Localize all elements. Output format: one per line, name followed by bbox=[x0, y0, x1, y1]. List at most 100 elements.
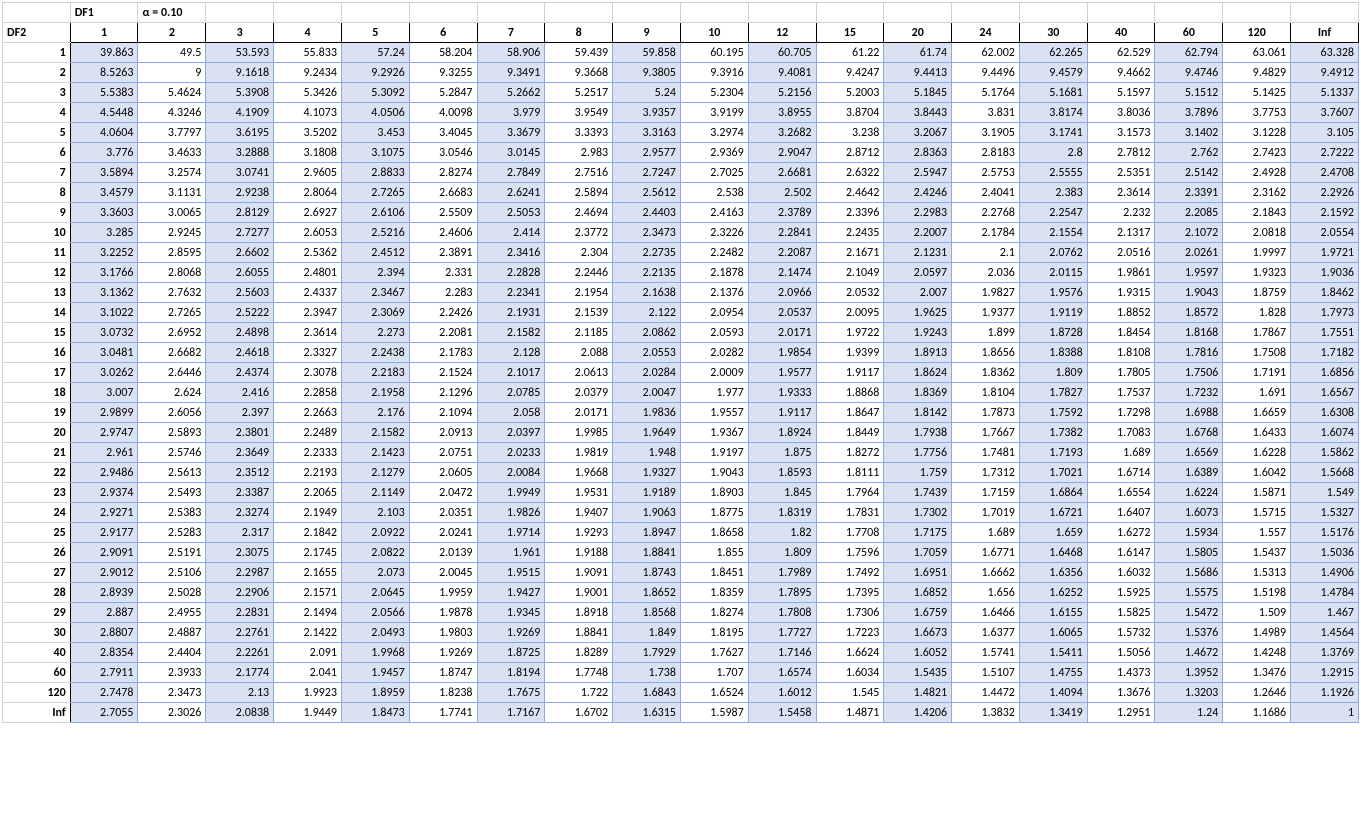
data-cell: 2.0913 bbox=[409, 423, 477, 443]
data-cell: 2.7055 bbox=[70, 703, 138, 723]
data-cell: 1.8652 bbox=[613, 583, 681, 603]
data-cell: 2.9091 bbox=[70, 543, 138, 563]
data-cell: 2.1958 bbox=[341, 383, 409, 403]
data-cell: 2.7265 bbox=[138, 303, 206, 323]
data-cell: 1.4373 bbox=[1087, 663, 1155, 683]
data-cell: 2.2841 bbox=[748, 223, 816, 243]
data-cell: 1.3952 bbox=[1155, 663, 1223, 683]
data-cell: 1.8759 bbox=[1223, 283, 1291, 303]
data-cell: 2.6241 bbox=[477, 183, 545, 203]
data-cell: 2.2735 bbox=[613, 243, 681, 263]
data-cell: 1.6988 bbox=[1155, 403, 1223, 423]
data-cell: 2.7812 bbox=[1087, 143, 1155, 163]
data-cell: 2.1231 bbox=[884, 243, 952, 263]
data-cell: 1.6052 bbox=[884, 643, 952, 663]
data-cell: 1.9721 bbox=[1291, 243, 1359, 263]
data-cell: 1.6155 bbox=[1019, 603, 1087, 623]
data-cell: 1.7816 bbox=[1155, 343, 1223, 363]
data-cell: 2.8363 bbox=[884, 143, 952, 163]
data-cell: 1.8168 bbox=[1155, 323, 1223, 343]
data-cell: 61.74 bbox=[884, 43, 952, 63]
row-header: 30 bbox=[3, 623, 71, 643]
row-header: 60 bbox=[3, 663, 71, 683]
data-cell: 3.1808 bbox=[274, 143, 342, 163]
data-cell: 1.9457 bbox=[341, 663, 409, 683]
col-header: 5 bbox=[341, 23, 409, 43]
data-cell: 2.9577 bbox=[613, 143, 681, 163]
data-cell: 2.3075 bbox=[206, 543, 274, 563]
data-cell: 2.9605 bbox=[274, 163, 342, 183]
data-cell: 3.3679 bbox=[477, 123, 545, 143]
data-cell: 3.1573 bbox=[1087, 123, 1155, 143]
row-header: 27 bbox=[3, 563, 71, 583]
data-cell: 2.5216 bbox=[341, 223, 409, 243]
row-header: 14 bbox=[3, 303, 71, 323]
data-cell: 2.2906 bbox=[206, 583, 274, 603]
data-cell: 1.9826 bbox=[477, 503, 545, 523]
data-cell: 62.794 bbox=[1155, 43, 1223, 63]
data-cell: 5.1512 bbox=[1155, 83, 1223, 103]
data-cell: 1.6771 bbox=[952, 543, 1020, 563]
data-cell: 2.7911 bbox=[70, 663, 138, 683]
data-cell: 1.977 bbox=[680, 383, 748, 403]
data-cell: 3.0145 bbox=[477, 143, 545, 163]
data-cell: 1.8624 bbox=[884, 363, 952, 383]
data-cell: 1.7159 bbox=[952, 483, 1020, 503]
data-cell: 1.5825 bbox=[1087, 603, 1155, 623]
data-cell: 1.5732 bbox=[1087, 623, 1155, 643]
data-cell: 2.4887 bbox=[138, 623, 206, 643]
data-cell: 2.3327 bbox=[274, 343, 342, 363]
data-cell: 3.2252 bbox=[70, 243, 138, 263]
data-cell: 1.5871 bbox=[1223, 483, 1291, 503]
data-cell: 5.3092 bbox=[341, 83, 409, 103]
data-cell: 2.1423 bbox=[341, 443, 409, 463]
data-cell: 1.9315 bbox=[1087, 283, 1155, 303]
data-cell: 2.3772 bbox=[545, 223, 613, 243]
data-cell: 2.8354 bbox=[70, 643, 138, 663]
data-cell: 3.4045 bbox=[409, 123, 477, 143]
data-cell: 2.3614 bbox=[1087, 183, 1155, 203]
data-cell: 1.828 bbox=[1223, 303, 1291, 323]
data-cell: 2.3078 bbox=[274, 363, 342, 383]
data-cell: 59.858 bbox=[613, 43, 681, 63]
data-cell: 5.2304 bbox=[680, 83, 748, 103]
data-cell: 1.6315 bbox=[613, 703, 681, 723]
data-cell: 5.3426 bbox=[274, 83, 342, 103]
data-cell: 1.8359 bbox=[680, 583, 748, 603]
data-cell: 2.2761 bbox=[206, 623, 274, 643]
data-cell: 1.7175 bbox=[884, 523, 952, 543]
data-cell: 2.9899 bbox=[70, 403, 138, 423]
data-cell: 1.9576 bbox=[1019, 283, 1087, 303]
data-cell: 1.7989 bbox=[748, 563, 816, 583]
data-cell: 63.328 bbox=[1291, 43, 1359, 63]
data-cell: 2.1474 bbox=[748, 263, 816, 283]
data-cell: 1.4784 bbox=[1291, 583, 1359, 603]
row-header: Inf bbox=[3, 703, 71, 723]
data-cell: 2.5753 bbox=[952, 163, 1020, 183]
data-cell: 3.1402 bbox=[1155, 123, 1223, 143]
data-cell: 1.691 bbox=[1223, 383, 1291, 403]
data-cell: 1.5327 bbox=[1291, 503, 1359, 523]
data-cell: 1.9968 bbox=[341, 643, 409, 663]
data-cell: 1.3676 bbox=[1087, 683, 1155, 703]
data-cell: 1.809 bbox=[1019, 363, 1087, 383]
data-cell: 2.416 bbox=[206, 383, 274, 403]
row-header: 22 bbox=[3, 463, 71, 483]
col-header: 7 bbox=[477, 23, 545, 43]
data-cell: 1.7481 bbox=[952, 443, 1020, 463]
data-cell: 1.6624 bbox=[816, 643, 884, 663]
data-cell: 2.6056 bbox=[138, 403, 206, 423]
data-cell: 2.1 bbox=[952, 243, 1020, 263]
data-cell: 1.8568 bbox=[613, 603, 681, 623]
data-cell: 2.4801 bbox=[274, 263, 342, 283]
data-cell: 2.1296 bbox=[409, 383, 477, 403]
data-cell: 1.5668 bbox=[1291, 463, 1359, 483]
data-cell: 2.1376 bbox=[680, 283, 748, 303]
data-cell: 9.4081 bbox=[748, 63, 816, 83]
data-cell: 1.8454 bbox=[1087, 323, 1155, 343]
data-cell: 1.8841 bbox=[545, 623, 613, 643]
data-cell: 1.8274 bbox=[680, 603, 748, 623]
data-cell: 2.2193 bbox=[274, 463, 342, 483]
data-cell: 2.1524 bbox=[409, 363, 477, 383]
data-cell: 2.5351 bbox=[1087, 163, 1155, 183]
